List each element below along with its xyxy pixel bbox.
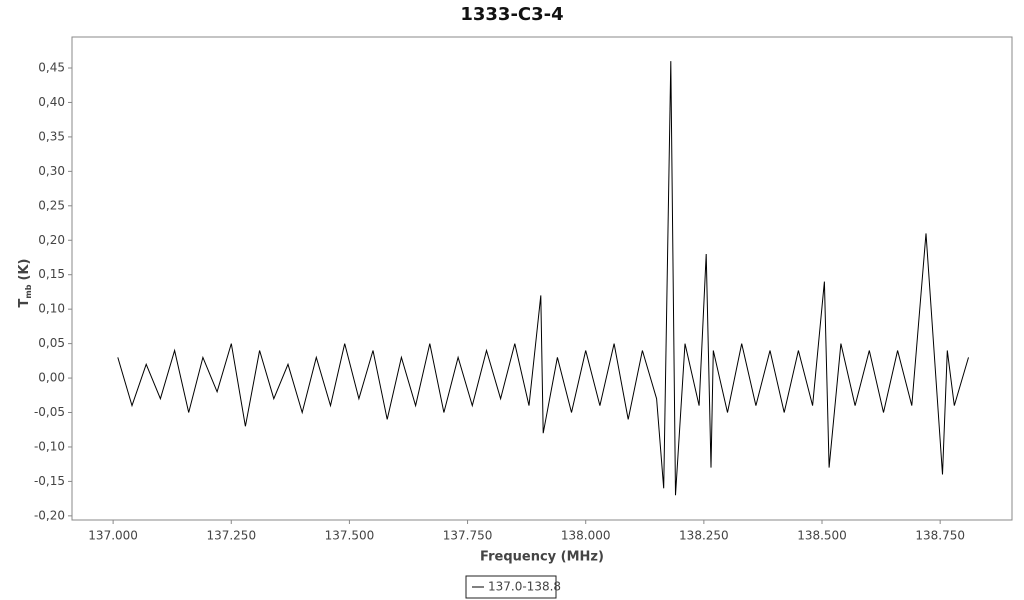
legend-label: 137.0-138.8: [488, 580, 561, 594]
x-tick-label: 138.750: [915, 529, 965, 543]
plot-frame: [71, 36, 1013, 521]
x-tick-label: 137.000: [88, 529, 138, 543]
x-tick-label: 137.500: [325, 529, 375, 543]
y-tick-label: 0,05: [38, 336, 65, 350]
y-tick-label: 0,40: [38, 95, 65, 109]
y-tick-label: 0,35: [38, 129, 65, 143]
y-label-main: T: [17, 298, 32, 307]
x-tick-label: 138.250: [679, 529, 729, 543]
y-tick-label: -0,05: [34, 405, 65, 419]
spectrum-line: [117, 61, 969, 496]
y-tick-label: 0,25: [38, 198, 65, 212]
y-tick-label: -0,10: [34, 439, 65, 453]
y-tick-label: 0,20: [38, 233, 65, 247]
x-axis-label: Frequency (MHz): [480, 550, 604, 565]
y-tick-label: 0,15: [38, 267, 65, 281]
x-tick-label: 137.250: [206, 529, 256, 543]
x-tick-label: 138.500: [797, 529, 847, 543]
x-tick-label: 138.000: [561, 529, 611, 543]
y-label-unit: (K): [17, 259, 32, 281]
y-tick-label: 0,30: [38, 164, 65, 178]
y-tick-label: 0,00: [38, 371, 65, 385]
chart-title: 1333-C3-4: [460, 4, 563, 25]
y-tick-label: -0,15: [34, 474, 65, 488]
legend-box: [465, 575, 557, 599]
y-label-sub: mb: [24, 284, 33, 298]
y-tick-label: 0,10: [38, 302, 65, 316]
y-axis-label-text: Tmb (K): [17, 259, 33, 308]
y-tick-label: 0,45: [38, 61, 65, 75]
y-axis-label: Tmb (K): [17, 259, 33, 308]
y-tick-label: -0,20: [34, 508, 65, 522]
x-tick-label: 137.750: [443, 529, 493, 543]
